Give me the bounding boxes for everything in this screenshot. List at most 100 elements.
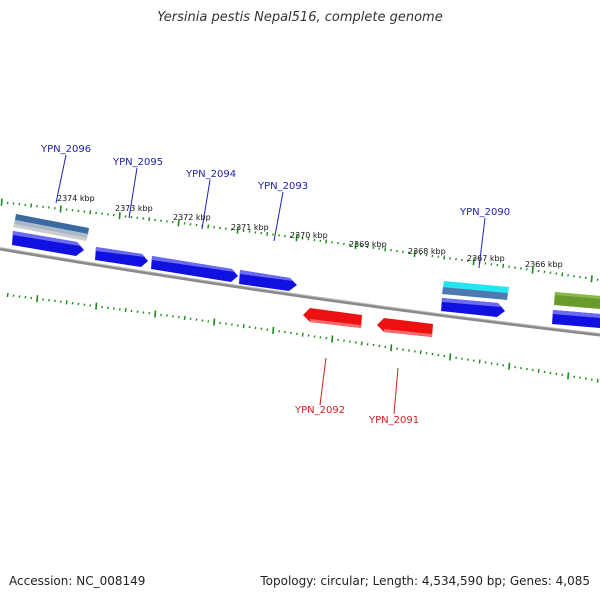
scale-label-2371: 2371 kbp <box>231 223 269 232</box>
tick-mark <box>567 372 570 380</box>
tick-mark <box>195 318 198 321</box>
gene-label-ypn-2092[interactable]: YPN_2092 <box>294 405 345 416</box>
tick-mark <box>213 225 216 229</box>
tick-mark <box>266 231 269 237</box>
forward-gene-arrows <box>12 231 600 328</box>
tick-mark <box>177 219 180 227</box>
tick-mark <box>107 306 109 310</box>
tick-mark <box>101 212 103 215</box>
tick-mark <box>514 266 516 269</box>
gene-arrow-ypn-2092[interactable] <box>303 308 362 328</box>
tick-mark <box>472 258 475 266</box>
tick-mark <box>549 371 552 375</box>
tick-mark <box>372 343 375 347</box>
tick-mark <box>183 315 186 321</box>
tick-mark <box>496 263 499 267</box>
tick-mark <box>248 325 251 329</box>
tick-mark <box>42 298 45 301</box>
scale-label-2370: 2370 kbp <box>290 231 328 240</box>
tick-mark <box>272 233 275 236</box>
tick-mark <box>360 341 363 346</box>
tick-mark <box>65 208 68 211</box>
feature-track-olive <box>554 292 600 309</box>
tick-mark <box>136 216 139 220</box>
tick-mark <box>201 319 204 322</box>
tick-mark <box>502 263 505 269</box>
tick-mark <box>278 234 280 237</box>
tick-mark <box>401 250 404 254</box>
tick-mark <box>36 204 39 208</box>
tick-mark <box>18 295 21 298</box>
tick-mark <box>30 203 33 208</box>
tick-mark <box>407 251 410 254</box>
tick-mark <box>461 357 463 360</box>
tick-mark <box>160 313 163 317</box>
tick-mark <box>313 238 316 242</box>
tick-mark <box>83 210 86 213</box>
tick-mark <box>525 268 528 271</box>
tick-mark <box>455 257 457 261</box>
tick-mark <box>331 241 334 244</box>
tick-mark <box>112 307 115 310</box>
tick-mark <box>366 343 369 346</box>
tick-mark <box>106 213 109 216</box>
tick-mark <box>348 243 351 246</box>
tick-mark <box>266 328 269 331</box>
tick-mark <box>207 224 210 229</box>
tick-mark <box>508 265 511 268</box>
tick-mark <box>431 352 434 356</box>
tick-mark <box>449 353 452 361</box>
tick-mark <box>65 300 68 305</box>
tick-mark <box>508 362 511 370</box>
tick-mark <box>283 234 286 238</box>
tick-mark <box>490 362 493 365</box>
tick-mark <box>520 366 522 370</box>
tick-mark <box>148 311 151 315</box>
tick-mark <box>248 230 251 233</box>
gene-label-ypn-2093[interactable]: YPN_2093 <box>257 181 308 192</box>
tick-mark <box>419 253 422 256</box>
tick-mark <box>95 211 98 215</box>
tick-mark <box>543 370 546 374</box>
tick-mark <box>36 295 39 303</box>
tick-mark <box>384 247 387 252</box>
tick-mark <box>525 367 528 371</box>
gene-label-ypn-2091[interactable]: YPN_2091 <box>368 415 419 426</box>
tick-mark <box>419 350 422 355</box>
tick-mark <box>561 373 564 377</box>
gene-label-ypn-2094[interactable]: YPN_2094 <box>185 169 236 180</box>
tick-mark <box>236 324 239 327</box>
tick-mark <box>219 226 221 230</box>
tick-mark <box>30 296 33 300</box>
tick-mark <box>590 275 593 283</box>
tick-mark <box>284 330 286 334</box>
tick-mark <box>342 242 345 246</box>
gene-label-ypn-2096[interactable]: YPN_2096 <box>40 144 91 155</box>
tick-mark <box>484 361 487 364</box>
tick-mark <box>272 326 275 334</box>
tick-mark <box>177 315 180 319</box>
tick-mark <box>301 237 304 240</box>
gene-label-ypn-2090[interactable]: YPN_2090 <box>459 207 510 218</box>
gene-label-ypn-2095[interactable]: YPN_2095 <box>112 157 163 168</box>
tick-mark <box>531 266 534 274</box>
scale-labels: 2374 kbp 2373 kbp 2372 kbp 2371 kbp 2370… <box>57 194 563 269</box>
tick-mark <box>496 363 499 366</box>
tick-mark <box>343 339 345 342</box>
tick-mark <box>537 269 540 273</box>
tick-mark <box>319 336 322 339</box>
tick-mark <box>490 262 493 266</box>
tick-mark <box>372 246 375 250</box>
scale-label-2366: 2366 kbp <box>525 260 563 269</box>
tick-mark <box>307 334 310 337</box>
tick-mark <box>130 215 133 219</box>
tick-mark <box>537 368 540 374</box>
tick-mark <box>47 206 50 209</box>
tick-mark <box>596 378 599 383</box>
tick-mark <box>71 208 74 212</box>
tick-mark <box>437 255 440 258</box>
leader-lines <box>55 154 486 415</box>
tick-mark <box>24 295 27 299</box>
tick-mark <box>224 227 227 230</box>
